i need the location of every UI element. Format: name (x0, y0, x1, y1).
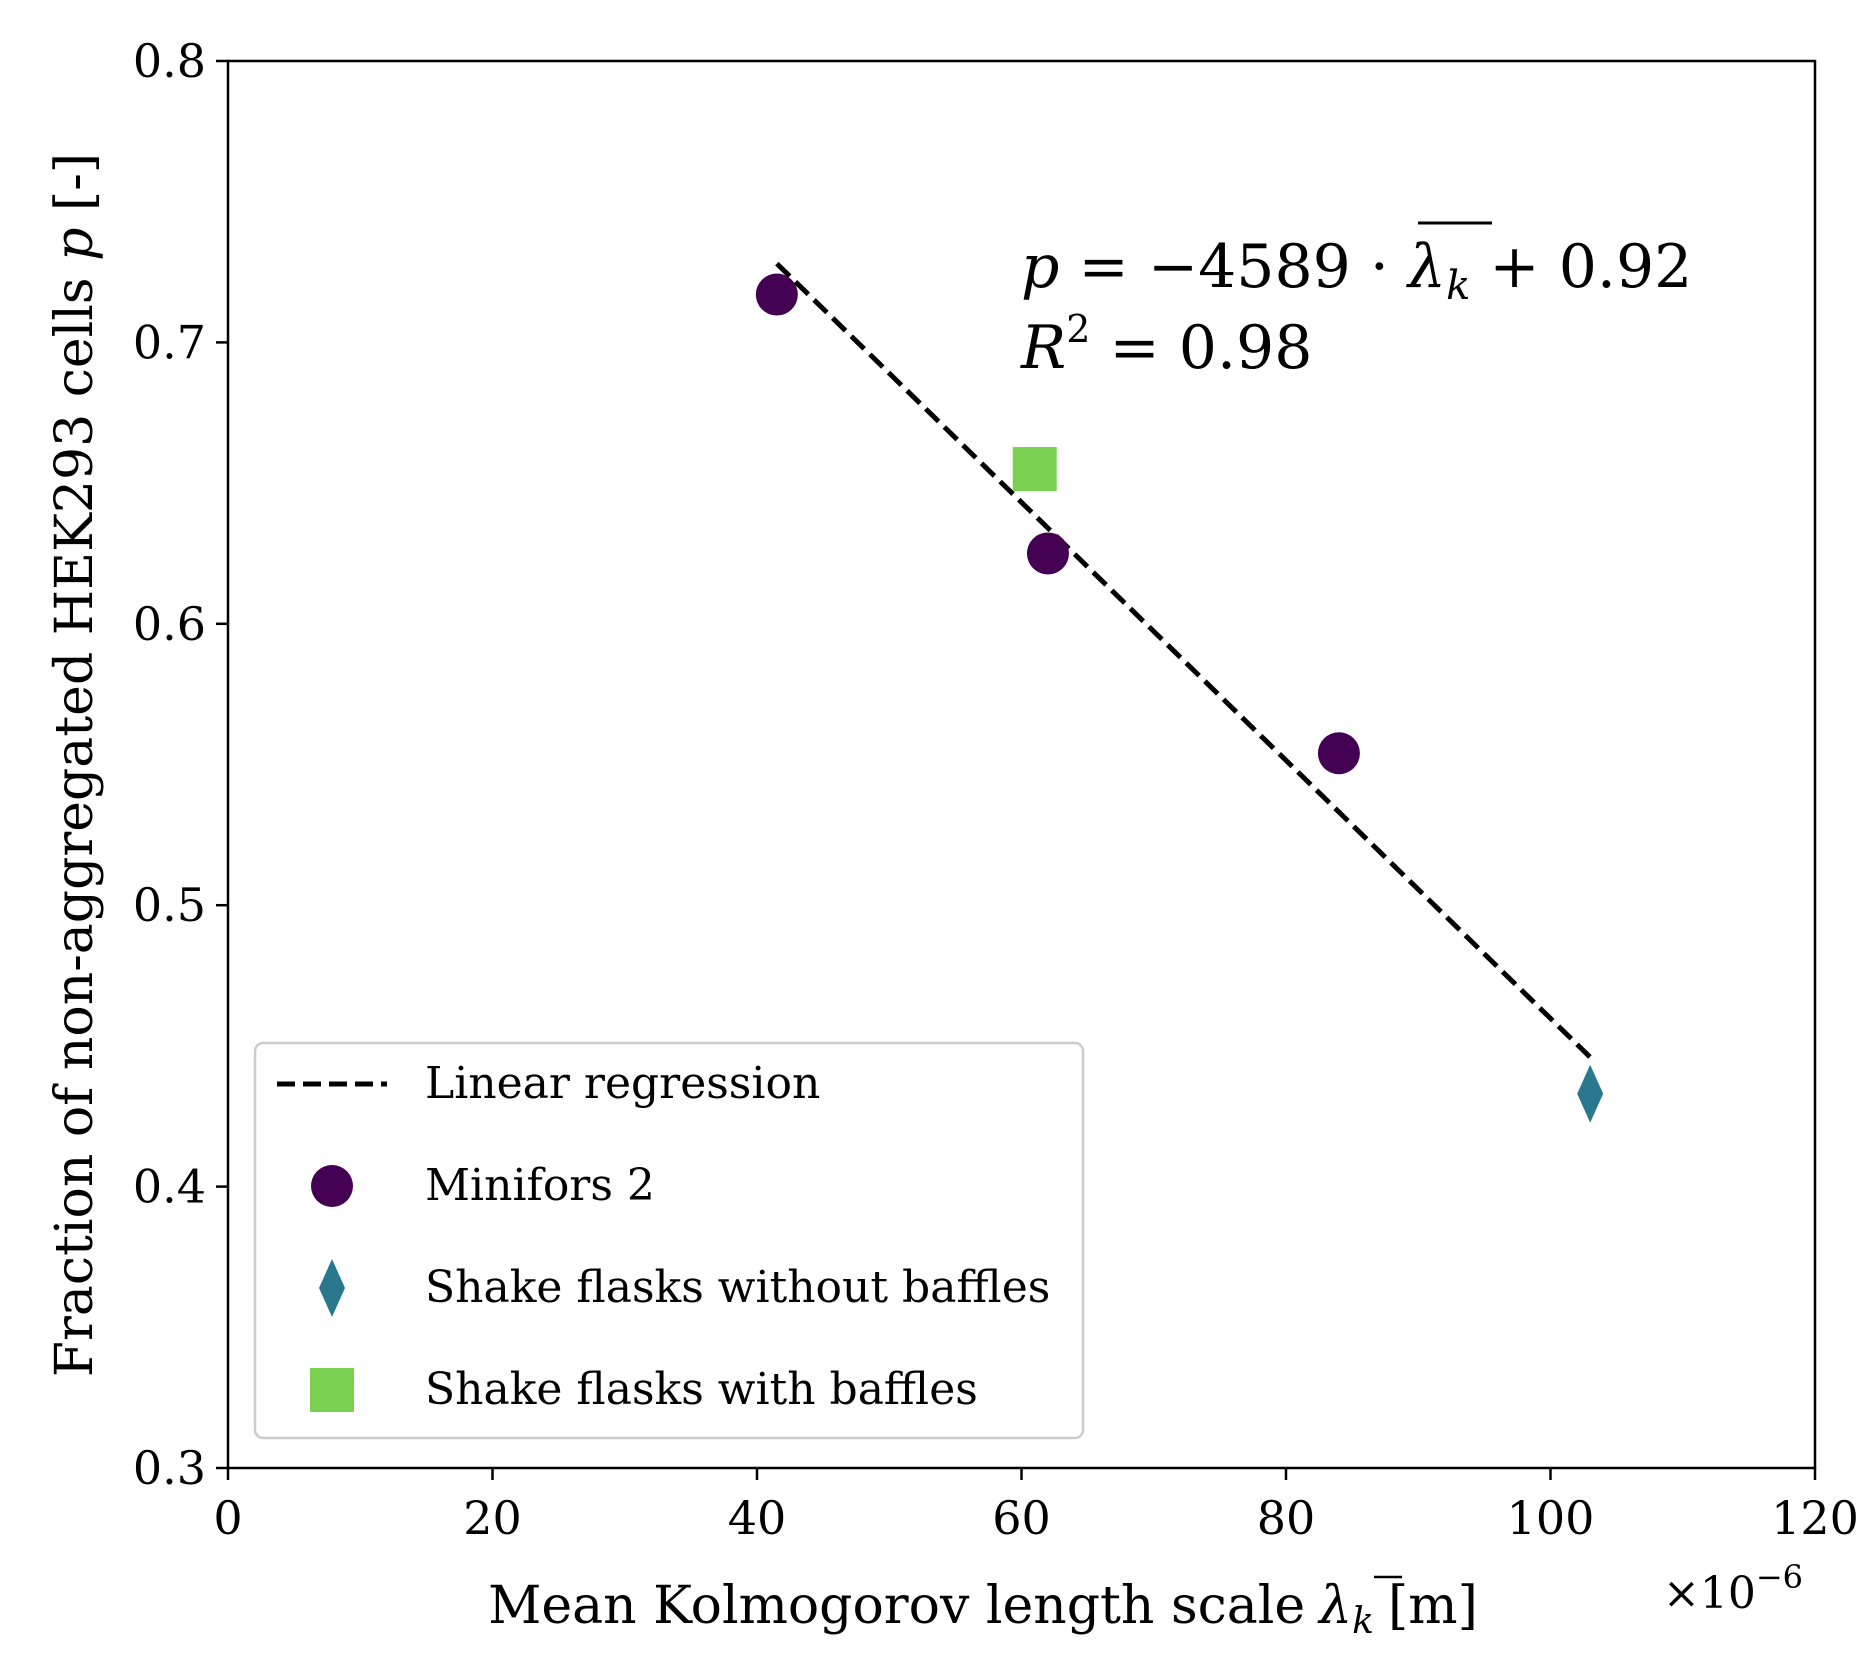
r-squared-value: = 0.98 (1090, 313, 1312, 383)
legend-minifors-swatch (311, 1165, 353, 1207)
legend-shake-flasks-without-baffles-swatch (319, 1259, 345, 1317)
legend-shake-flasks-with-baffles-swatch (310, 1368, 354, 1412)
y-tick-label: 0.6 (133, 597, 206, 651)
data-point-minifors (1317, 732, 1360, 775)
legend-minifors-label: Minifors 2 (425, 1160, 655, 1211)
data-point-shake-flask-with-baffles (1012, 447, 1057, 492)
x-axis-title-symbol: λ (1317, 1576, 1352, 1636)
x-tick-label: 100 (1507, 1491, 1595, 1545)
x-axis-multiplier-base: ×10 (1663, 1568, 1756, 1619)
r-squared-annotation: R2 = 0.98 (1020, 307, 1312, 383)
x-tick-label: 20 (463, 1491, 522, 1545)
y-axis-title-symbol: p (45, 228, 105, 261)
y-tick-label: 0.4 (133, 1160, 206, 1214)
y-tick-label: 0.5 (133, 878, 206, 932)
y-tick-label: 0.3 (133, 1441, 206, 1495)
legend-regression-label: Linear regression (425, 1058, 820, 1109)
x-axis-multiplier: ×10−6 (1663, 1558, 1803, 1619)
x-axis-title-unit: [m] (1388, 1576, 1478, 1636)
x-axis-title-text: Mean Kolmogorov length scale (488, 1576, 1305, 1636)
regression-line (775, 261, 1592, 1059)
x-tick-label: 40 (728, 1491, 787, 1545)
x-tick-label: 120 (1771, 1491, 1859, 1545)
r-squared-exponent: 2 (1066, 307, 1090, 351)
y-axis-ticks: 0.3 0.4 0.5 0.6 0.7 0.8 (133, 34, 228, 1495)
y-tick-label: 0.8 (133, 34, 206, 88)
x-axis-multiplier-exponent: −6 (1756, 1558, 1803, 1596)
y-axis-title-text: Fraction of non-aggregated HEK293 cells (45, 261, 105, 1377)
r-squared-symbol: R (1020, 313, 1066, 383)
y-axis-title: Fraction of non-aggregated HEK293 cells … (45, 153, 105, 1377)
regression-equation-lambda: λ (1406, 232, 1446, 302)
x-axis-title: Mean Kolmogorov length scale λk [m] (488, 1576, 1478, 1642)
legend-shake-flasks-without-baffles-label: Shake flasks without baffles (425, 1262, 1050, 1313)
x-axis-ticks: 0 20 40 60 80 100 120 (213, 1468, 1859, 1545)
regression-equation: p = −4589 · λk + 0.92 (1021, 232, 1692, 309)
x-tick-label: 80 (1257, 1491, 1316, 1545)
legend-shake-flasks-with-baffles-label: Shake flasks with baffles (425, 1364, 978, 1415)
legend-box (253, 1041, 1085, 1440)
regression-equation-p: p (1021, 232, 1059, 302)
x-tick-label: 60 (992, 1491, 1051, 1545)
y-axis-title-unit: [-] (45, 153, 105, 228)
regression-equation-subscript: k (1446, 263, 1470, 309)
y-tick-label: 0.7 (133, 315, 206, 369)
regression-equation-intercept: + 0.92 (1470, 232, 1692, 302)
data-point-minifors (1026, 532, 1069, 575)
data-point-minifors (755, 273, 798, 316)
data-point-shake-flask-without-baffles (1577, 1064, 1604, 1123)
plot-content (755, 261, 1604, 1123)
regression-equation-coefficient: = −4589 · (1059, 232, 1408, 302)
x-axis-title-subscript: k (1352, 1601, 1374, 1642)
legend: Linear regression Minifors 2 Shake flask… (253, 1041, 1085, 1440)
x-tick-label: 0 (213, 1491, 242, 1545)
